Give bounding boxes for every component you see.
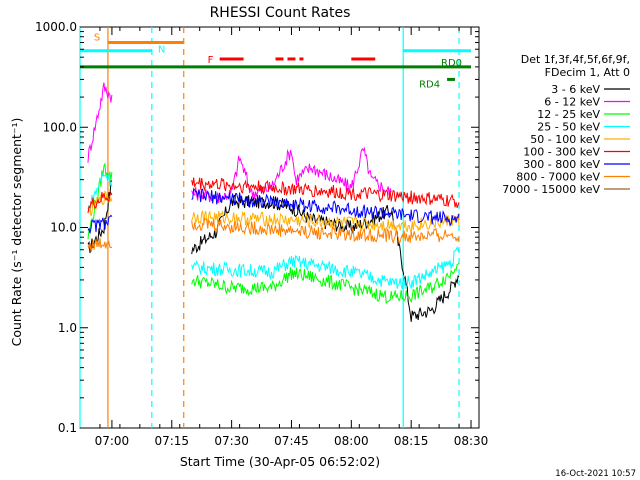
legend-entry-label: 6 - 12 keV: [544, 96, 600, 109]
timestamp: 16-Oct-2021 10:57: [555, 469, 636, 479]
x-tick-label: 08:30: [454, 434, 489, 448]
y-axis-ticks: 0.1 1.0 10.0 100.0 1000.0: [35, 20, 479, 435]
legend-entry-label: 300 - 800 keV: [523, 158, 600, 171]
legend-entry-label: 7000 - 15000 keV: [502, 183, 600, 196]
x-tick-label: 08:00: [334, 434, 369, 448]
y-axis-label: Count Rate (s⁻¹ detector segment⁻¹): [9, 118, 24, 347]
series-line: [87, 180, 460, 322]
vertical-markers: [79, 27, 460, 428]
legend-entry-label: 50 - 100 keV: [530, 133, 600, 146]
legend-entry-label: 3 - 6 keV: [551, 83, 600, 96]
legend: Det 1f,3f,4f,5f,6f,9f,FDecim 1, Att 0 3 -…: [502, 53, 630, 196]
series-line: [87, 217, 460, 253]
legend-entry-label: 800 - 7000 keV: [516, 171, 600, 184]
x-tick-label: 07:15: [154, 434, 189, 448]
x-tick-label: 08:15: [394, 434, 429, 448]
x-axis-ticks: 07:00 07:15 07:30 07:45 08:00 08:15 08:30: [95, 27, 489, 448]
chart-title: RHESSI Count Rates: [210, 5, 351, 21]
annotation-label: N: [158, 45, 165, 56]
y-tick-label: 10.0: [50, 221, 77, 235]
legend-entry-label: 25 - 50 keV: [537, 121, 600, 134]
x-axis-label: Start Time (30-Apr-05 06:52:02): [180, 454, 380, 469]
legend-entry-label: 12 - 25 keV: [537, 108, 600, 121]
annotation-label: RD4: [419, 79, 440, 90]
annotation-label: RD0: [441, 58, 462, 69]
legend-entry-label: 100 - 300 keV: [523, 146, 600, 159]
series-line: [87, 172, 460, 290]
legend-header-line: FDecim 1, Att 0: [545, 66, 630, 79]
y-tick-label: 0.1: [58, 421, 77, 435]
series-line: [87, 187, 460, 234]
series-line: [87, 82, 392, 204]
y-tick-label: 100.0: [43, 120, 77, 134]
series-line: [87, 177, 460, 214]
annotation-label: F: [208, 55, 214, 66]
series-line: [87, 190, 460, 233]
x-tick-label: 07:30: [214, 434, 249, 448]
x-tick-label: 07:00: [95, 434, 130, 448]
series-lines: [87, 82, 460, 322]
y-tick-label: 1.0: [58, 321, 77, 335]
annotation-label: S: [94, 33, 100, 44]
x-tick-label: 07:45: [274, 434, 309, 448]
legend-header-line: Det 1f,3f,4f,5f,6f,9f,: [521, 53, 630, 66]
y-tick-label: 1000.0: [35, 20, 77, 34]
